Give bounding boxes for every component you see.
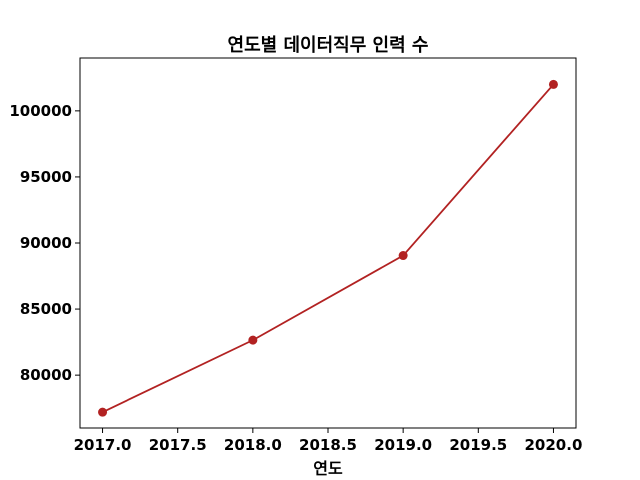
series-layer [98,79,558,417]
y-axis: 80000 85000 90000 95000 100000 [9,102,80,384]
y-tick-label: 85000 [20,300,72,318]
x-tick-label: 2017.5 [149,436,207,454]
y-tick-label: 80000 [20,366,72,384]
x-axis: 2017.0 2017.5 2018.0 2018.5 2019.0 2019.5 2020… [74,428,583,454]
x-tick-label: 2018.5 [299,436,357,454]
data-point [548,79,558,89]
series-line [102,83,555,413]
y-tick-label: 95000 [20,168,72,186]
x-tick-label: 2020.0 [525,436,583,454]
x-tick-label: 2018.0 [224,436,282,454]
data-point [98,407,108,417]
y-tick-label: 100000 [9,102,72,120]
x-tick-label: 2019.5 [449,436,507,454]
x-tick-label: 2019.0 [374,436,432,454]
plot-area [79,57,577,429]
x-tick-label: 2017.0 [74,436,132,454]
y-tick-label: 90000 [20,234,72,252]
x-axis-label: 연도 [313,459,343,478]
data-point [248,335,258,345]
chart-title: 연도별 데이터직무 인력 수 [228,35,429,56]
data-point [398,251,408,261]
